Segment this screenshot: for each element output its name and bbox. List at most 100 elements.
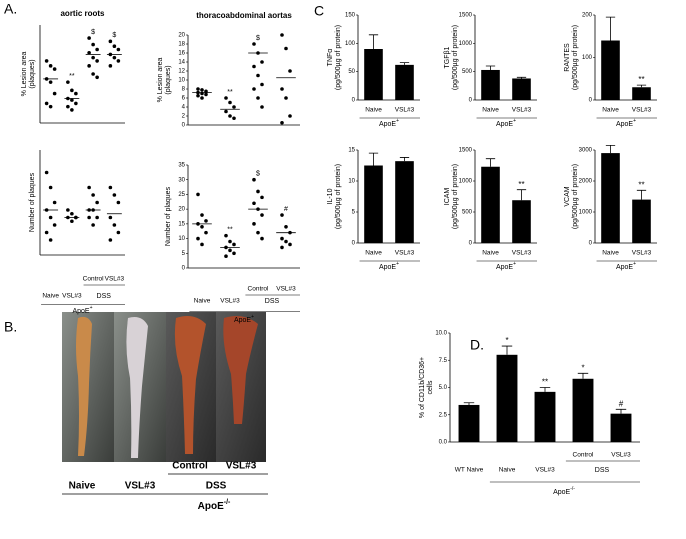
dot <box>108 215 113 220</box>
y-tick-label: 200 <box>582 13 593 19</box>
y-tick-label: 150 <box>345 13 356 19</box>
subgroup-label: DSS <box>97 293 112 300</box>
bar <box>364 165 383 243</box>
x-tick-label: VSL#3 <box>535 467 555 474</box>
y-tick-label: 14 <box>178 60 185 66</box>
error-bar <box>463 402 475 405</box>
dot <box>284 46 288 51</box>
error-bar <box>485 158 496 167</box>
y-axis-label: (pg/500µg of protein) <box>572 164 579 229</box>
x-tick-label: Control <box>83 276 105 283</box>
dot <box>260 82 264 87</box>
dot <box>200 96 204 100</box>
dot <box>70 98 74 102</box>
y-tick-label: 1500 <box>459 13 473 19</box>
y-tick-label: 0 <box>352 98 356 104</box>
dot <box>260 195 264 200</box>
dot <box>196 87 200 91</box>
error-bar <box>539 387 551 392</box>
bar <box>512 200 531 243</box>
y-axis-label: (pg/500µg of protein) <box>452 164 459 229</box>
dot <box>44 170 49 175</box>
dot <box>196 192 200 197</box>
x-tick-label: Naive <box>365 107 382 114</box>
x-tick-label: VSL#3 <box>105 276 125 283</box>
y-axis-label: % of CD11b/CD36+ <box>419 357 426 418</box>
dot <box>44 101 49 106</box>
bar <box>364 49 383 100</box>
group-label-sup: + <box>90 305 93 311</box>
x-tick-label: VSL#3 <box>276 286 296 293</box>
group-label: ApoE+ <box>379 261 399 271</box>
y-axis-label: % Lesion area <box>157 58 164 103</box>
y-tick-label: 15 <box>348 148 355 154</box>
y-tick-label: 10 <box>348 179 355 185</box>
dot <box>280 213 284 217</box>
y-tick-label: 10.0 <box>435 331 447 337</box>
dot <box>52 67 57 71</box>
y-tick-label: 1000 <box>579 210 593 216</box>
panel-label: C <box>314 3 324 19</box>
dot <box>288 114 292 118</box>
dot <box>48 80 53 84</box>
dot <box>87 215 91 220</box>
bar <box>632 199 651 243</box>
dot <box>196 236 200 241</box>
error-bar <box>485 65 496 70</box>
panel-label: D. <box>470 337 484 353</box>
photo-label: VSL#3 <box>125 481 156 492</box>
dot <box>116 59 121 63</box>
y-tick-label: 10 <box>178 78 185 84</box>
dot <box>204 89 208 94</box>
dot <box>48 215 53 220</box>
y-tick-label: 0 <box>469 241 473 247</box>
y-tick-label: 2.5 <box>439 412 448 418</box>
y-axis-label: (pg/500µg of protein) <box>335 25 342 90</box>
group-label: ApoE+ <box>616 261 636 271</box>
dot <box>200 242 204 247</box>
photo-label: VSL#3 <box>226 461 257 472</box>
y-axis-label: % Lesion area <box>21 52 28 97</box>
bar <box>395 64 414 100</box>
y-tick-label: 5 <box>352 210 356 216</box>
chart-title: aortic roots <box>60 9 105 18</box>
y-tick-label: 3000 <box>579 148 593 154</box>
annotation: ** <box>69 73 75 80</box>
bar <box>534 391 556 442</box>
photo-label: DSS <box>206 481 227 492</box>
dot <box>280 120 284 125</box>
aorta-photos <box>62 312 266 462</box>
x-tick-label: Naive <box>482 250 499 257</box>
group-label-text: ApoE <box>496 121 513 128</box>
x-tick-label: Naive <box>42 293 59 300</box>
group-label-sup: + <box>633 118 636 124</box>
x-tick-label: VSL#3 <box>632 107 652 114</box>
dot <box>232 116 236 121</box>
annotation: ** <box>227 226 233 233</box>
y-tick-label: 0 <box>182 266 186 272</box>
bar <box>601 153 620 243</box>
chart-title: thoracoabdominal aortas <box>196 11 292 20</box>
dot <box>66 104 70 109</box>
annotation: ** <box>227 89 233 96</box>
y-tick-label: 35 <box>178 163 185 169</box>
dot <box>70 88 74 93</box>
annotation: # <box>619 399 624 408</box>
dot <box>260 105 264 109</box>
bar <box>458 404 480 442</box>
dot <box>70 108 74 112</box>
panel-label: A. <box>4 1 17 17</box>
dot <box>196 93 200 98</box>
y-tick-label: 0.0 <box>439 440 448 446</box>
dot <box>48 238 53 242</box>
dot <box>95 200 99 205</box>
y-axis-label: Number of plaques <box>165 186 172 246</box>
y-tick-label: 2000 <box>579 179 593 185</box>
dot <box>256 230 260 235</box>
dot <box>108 185 113 190</box>
bar <box>512 78 531 100</box>
x-tick-label: Naive <box>482 107 499 114</box>
y-tick-label: 1000 <box>459 179 473 185</box>
dot <box>260 60 264 64</box>
